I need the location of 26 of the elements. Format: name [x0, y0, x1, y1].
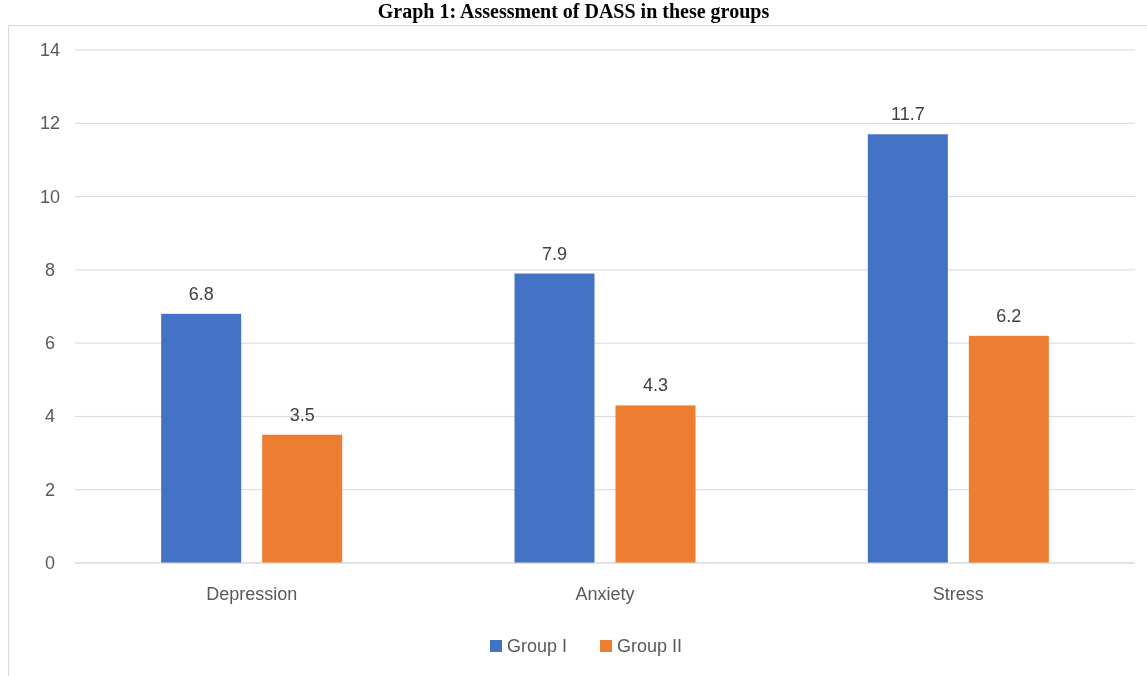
y-tick-label: 0: [44, 553, 56, 573]
x-tick-label: Anxiety: [575, 584, 635, 604]
x-tick-label: Depression: [206, 584, 298, 604]
y-tick-label: 14: [39, 40, 61, 60]
data-label: 4.3: [642, 375, 669, 396]
chart-title: Graph 1: Assessment of DASS in these groups: [377, 0, 770, 23]
data-label: 3.5: [289, 404, 315, 425]
legend-label: Group II: [617, 636, 683, 656]
data-label: 7.9: [541, 243, 568, 264]
data-label: 11.7: [890, 104, 925, 125]
data-label: 6.8: [188, 283, 214, 304]
bar: [161, 313, 242, 563]
y-tick-label: 6: [44, 333, 56, 354]
y-tick-label: 12: [39, 113, 61, 134]
y-tick-label: 8: [44, 259, 56, 280]
y-tick-label: 4: [44, 406, 56, 427]
x-tick-label: Stress: [932, 584, 984, 604]
y-tick-label: 10: [39, 186, 61, 207]
data-label: 6.2: [996, 305, 1022, 326]
bar: [514, 273, 595, 563]
legend-label: Group I: [507, 636, 568, 656]
bar: [615, 405, 696, 563]
bar: [867, 134, 948, 563]
bar: [968, 335, 1049, 563]
bar: [262, 434, 343, 563]
y-tick-label: 2: [44, 479, 56, 500]
